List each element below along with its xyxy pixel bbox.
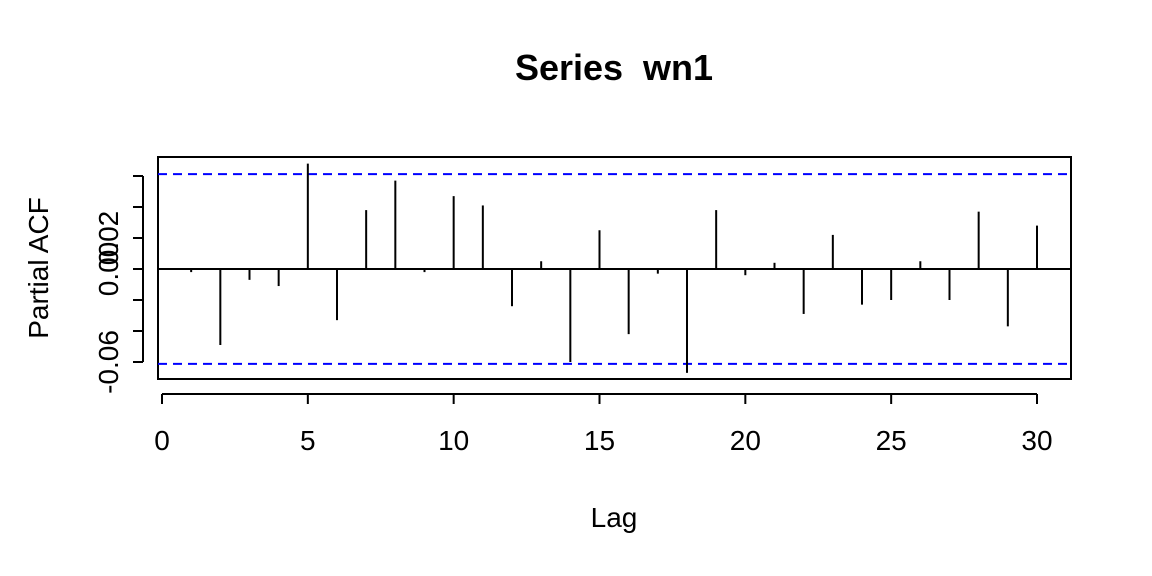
x-tick-label: 0 [154,425,170,456]
y-tick-label: -0.06 [93,330,124,394]
y-tick-label: 0.02 [93,211,124,266]
x-axis-label: Lag [591,502,638,533]
x-tick-label: 5 [300,425,316,456]
y-tick-label: 0.00 [93,242,124,297]
confidence-lines [158,173,1071,365]
y-axis-label: Partial ACF [23,197,54,339]
y-axis: -0.06 0.000.02 [93,175,144,394]
x-axis: 0 5 10 15 20 25 30 [154,393,1053,456]
x-tick-label: 25 [876,425,907,456]
x-tick-label: 30 [1021,425,1052,456]
x-tick-label: 10 [438,425,469,456]
x-tick-label: 15 [584,425,615,456]
x-tick-label: 20 [730,425,761,456]
pacf-bars [190,163,1038,373]
chart-title: Series wn1 [515,47,713,88]
